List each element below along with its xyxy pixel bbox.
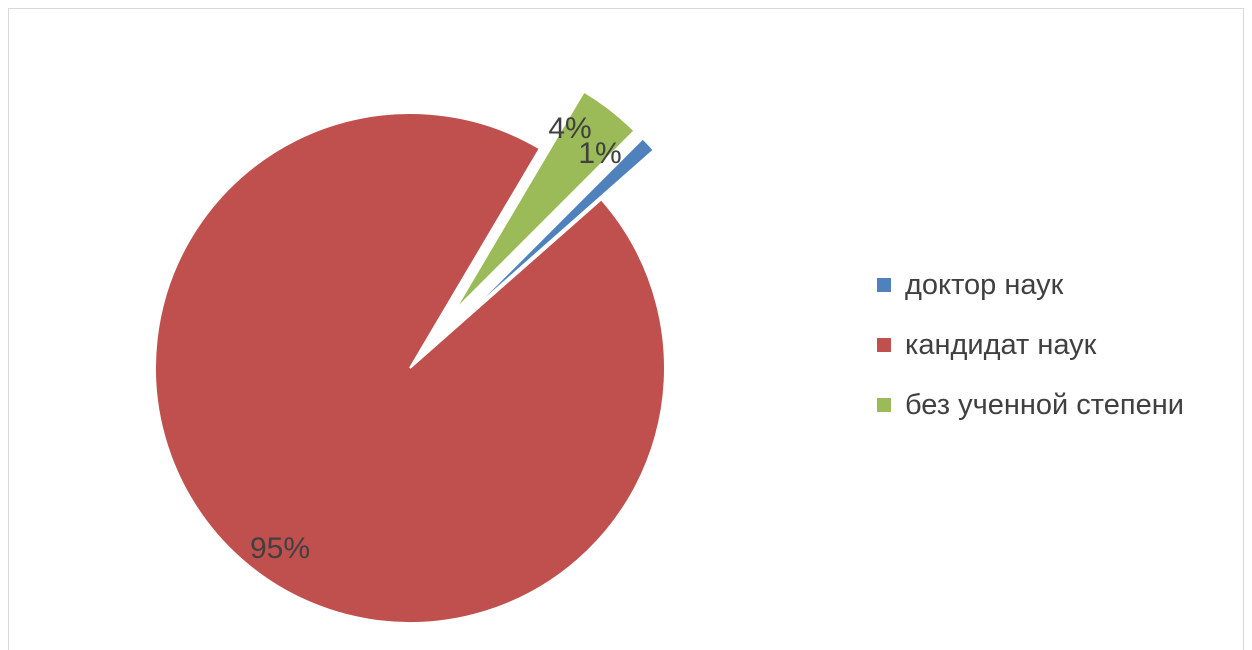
legend-swatch-doctor: [877, 278, 891, 292]
legend-swatch-candidate: [877, 338, 891, 352]
legend-label-doctor: доктор наук: [905, 268, 1064, 301]
pie-slice-doctor: [461, 136, 656, 320]
legend-label-candidate: кандидат наук: [905, 328, 1097, 361]
legend-swatch-no-degree: [877, 398, 891, 412]
pie-slice-candidate: [154, 112, 666, 624]
data-label-doctor: 1%: [578, 137, 621, 170]
legend: доктор наук кандидат наук без ученной ст…: [877, 255, 1184, 435]
legend-item-no-degree: без ученной степени: [877, 375, 1184, 435]
data-label-candidate: 95%: [250, 532, 310, 565]
pie-slice-no-degree: [453, 90, 636, 312]
legend-item-candidate: кандидат наук: [877, 315, 1184, 375]
legend-label-no-degree: без ученной степени: [905, 388, 1184, 421]
legend-item-doctor: доктор наук: [877, 255, 1184, 315]
data-label-no-degree: 4%: [548, 112, 591, 145]
